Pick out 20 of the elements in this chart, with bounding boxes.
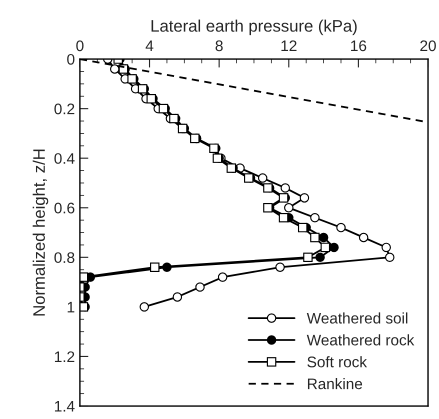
x-tick-label: 20 bbox=[420, 40, 436, 52]
y-tick-label: 0.8 bbox=[54, 252, 74, 264]
y-axis-title: Normalized height, z/H bbox=[32, 150, 48, 316]
x-tick-label: 12 bbox=[281, 40, 297, 52]
legend-label: Weathered soil bbox=[306, 312, 408, 324]
y-tick-label: 0.2 bbox=[54, 104, 74, 114]
x-tick-label: 0 bbox=[76, 40, 84, 52]
x-axis-title: Lateral earth pressure (kPa) bbox=[152, 20, 357, 36]
x-tick-label: 8 bbox=[216, 40, 223, 52]
y-tick-label: 0 bbox=[67, 54, 74, 65]
legend-label: Weathered rock bbox=[306, 334, 414, 346]
y-tick-label: 1.2 bbox=[54, 351, 74, 362]
y-tick-label: 1 bbox=[68, 302, 74, 312]
y-tick-label: 0.4 bbox=[54, 153, 75, 164]
legend-label: Rankine bbox=[308, 378, 362, 390]
x-tick-label: 16 bbox=[351, 40, 366, 52]
x-tick-label: 4 bbox=[146, 40, 154, 52]
y-tick-label: 1.4 bbox=[54, 401, 75, 412]
y-tick-label: 0.6 bbox=[54, 202, 74, 214]
legend-label: Soft rock bbox=[307, 356, 368, 368]
